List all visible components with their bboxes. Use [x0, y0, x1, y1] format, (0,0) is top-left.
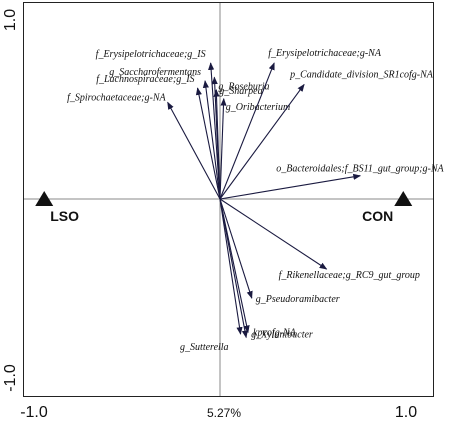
vector-arrow	[167, 101, 221, 200]
vector-label: g_Saccharofermentans	[109, 67, 201, 78]
axes-layer	[24, 3, 433, 396]
x-axis-label: 5.27%	[207, 406, 241, 420]
vector-arrow	[219, 62, 275, 200]
vector-arrow	[219, 198, 243, 335]
vector-label: g_Sutterella	[180, 342, 229, 353]
group-centroid-marker	[35, 191, 54, 206]
vector-label: o_Bacteroidales;f_BS11_gut_group;g-NA	[276, 164, 444, 175]
ticks-layer: -1.0 1.0 1.0 -1.0	[2, 9, 417, 421]
y-tick-label: 1.0	[2, 9, 19, 31]
vector-label: f_Erysipelotrichaceae;g_IS	[96, 49, 206, 60]
vector-arrow	[219, 83, 305, 200]
vector-label: f_Erysipelotrichaceae;g-NA	[268, 48, 382, 59]
x-tick-label: 1.0	[395, 404, 417, 421]
vector-arrow	[219, 198, 248, 339]
vector-label: g_Pseudoramibacter	[256, 294, 340, 305]
vector-label: g_Xylanibacter	[251, 330, 313, 341]
x-tick-label: -1.0	[20, 404, 48, 421]
vector-arrow	[219, 97, 227, 200]
vector-arrow	[219, 198, 253, 299]
plot-frame	[23, 2, 434, 397]
vector-label: p_Candidate_division_SR1cofg-NA	[289, 69, 434, 80]
groups-layer: LSO CON	[35, 191, 413, 224]
vector-label: f_Rikenellaceae;g_RC9_gut_group	[279, 270, 420, 281]
vector-label: kpcofg-NA	[253, 327, 297, 338]
vector-arrow	[219, 173, 362, 200]
vectors-layer: f_Erysipelotrichaceae;g_ISg_Roseburiag_S…	[67, 48, 444, 353]
group-label: LSO	[50, 208, 79, 224]
vector-arrow	[213, 89, 221, 200]
group-label: CON	[362, 208, 393, 224]
vector-label: f_Lachnospiraceae;g_IS	[96, 74, 194, 85]
vector-label: f_Spirochaetaceae;g-NA	[67, 92, 166, 103]
vector-arrow	[219, 198, 328, 270]
y-tick-label: -1.0	[2, 364, 19, 392]
vector-arrow	[195, 87, 221, 200]
vector-label: g_Oribacterium	[226, 102, 290, 113]
vector-label: g_Sharpea	[219, 86, 262, 97]
vector-arrow	[202, 80, 221, 200]
vector-label: g_Roseburia	[218, 81, 269, 92]
group-centroid-marker	[394, 191, 413, 206]
